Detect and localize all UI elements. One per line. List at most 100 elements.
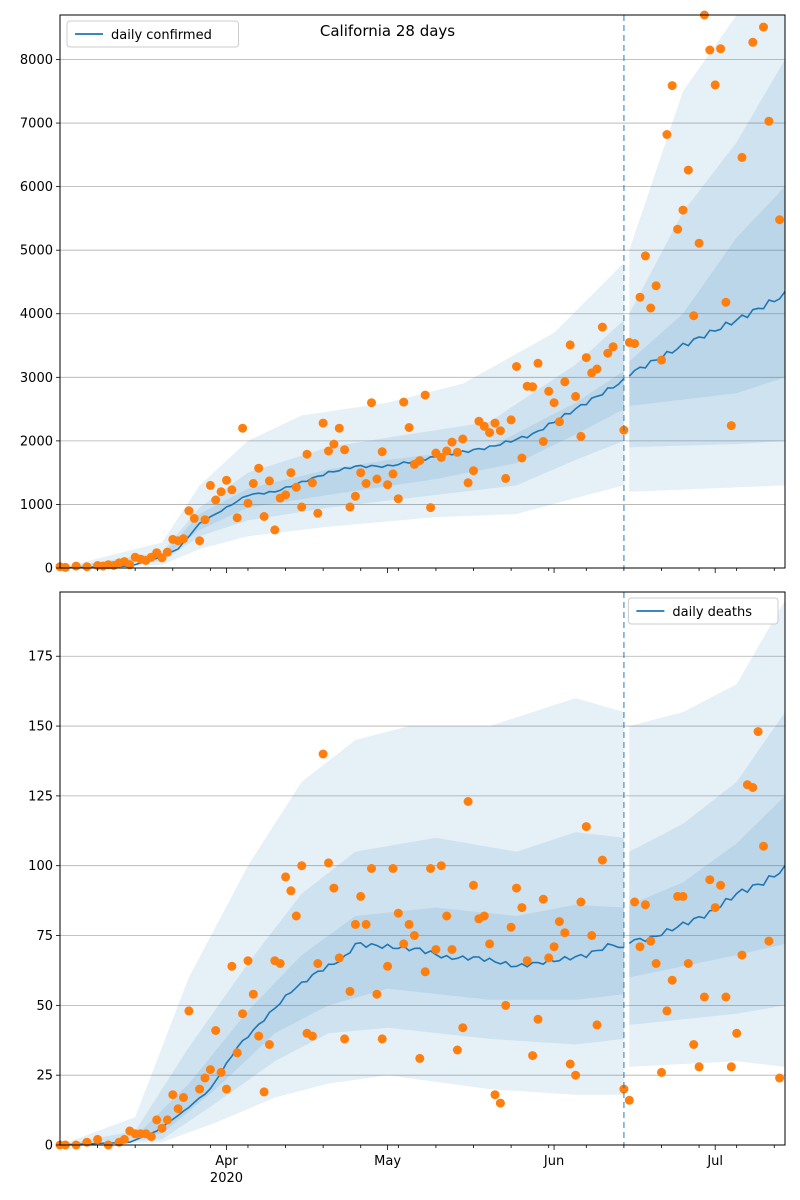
data-point [318,418,328,428]
data-point [592,1020,602,1030]
data-point [152,1115,162,1125]
data-point [694,1062,704,1072]
data-point [657,1067,666,1077]
data-point [667,81,677,91]
data-point [630,339,640,349]
confidence-band-inner [629,795,785,978]
data-point [238,423,248,433]
data-point [157,553,167,563]
data-point [222,1084,231,1094]
data-point [345,986,355,996]
data-point [651,959,661,968]
data-point [705,45,715,55]
data-point [775,215,785,225]
data-point [404,919,414,929]
data-point [683,165,693,175]
data-point [657,355,666,365]
data-point [624,1095,634,1105]
data-point [490,418,500,428]
data-point [495,426,505,436]
data-point [270,525,280,535]
data-point [560,377,570,387]
data-point [452,1045,462,1055]
data-point [442,911,452,921]
data-point [383,480,393,490]
data-point [383,961,393,971]
data-point [324,446,333,456]
data-point [597,322,607,332]
data-point [533,1014,543,1024]
data-point [318,749,328,759]
y-tick-label: 7000 [20,117,53,132]
data-point [254,1031,264,1041]
data-point [726,1062,736,1072]
confidence-band-outer [60,262,624,568]
data-point [721,992,731,1002]
data-point [264,476,274,486]
x-tick-label: May [374,1154,401,1169]
axes-frame [59,14,786,569]
data-point [248,479,258,488]
data-point [286,468,296,478]
data-point [689,1040,699,1049]
data-point [345,502,355,512]
data-point [146,1132,156,1142]
data-point [716,880,726,890]
data-point [705,875,715,885]
data-point [635,292,645,302]
data-point [227,485,237,495]
data-point [340,445,350,455]
data-point [60,562,70,572]
data-point [538,437,548,446]
data-point [82,562,92,572]
confidence-band-middle [629,712,785,1025]
data-point [544,953,554,963]
data-point [458,434,468,444]
data-point [307,478,317,488]
data-point [630,897,640,907]
data-point [195,1084,205,1094]
legend-label: daily deaths [672,605,752,620]
data-point [753,727,763,737]
confidence-band-outer [629,15,785,492]
data-point [254,463,264,473]
data-point [281,872,291,882]
data-point [404,423,414,432]
y-tick-label: 4000 [20,307,53,322]
data-point [635,942,645,952]
deaths-chart-panel: 0 25 50 75 100 125 150 175 Apr 2020 May Jun Jul daily… [28,591,786,1186]
data-point [71,561,81,571]
data-point [640,251,650,261]
axes-frame [59,591,786,1146]
legend: daily deaths [627,597,779,625]
data-point [458,1023,468,1033]
data-point [646,936,656,946]
data-point [554,917,564,927]
data-point [721,297,731,307]
data-point [259,1087,269,1097]
data-point [243,956,253,966]
data-point [597,855,607,865]
data-point [324,858,333,868]
data-point [565,1059,575,1069]
median-line [628,864,785,945]
data-point [222,475,231,485]
data-point [205,480,215,490]
x-tick-label: Jun [543,1154,564,1169]
data-point [259,512,269,521]
data-point [549,942,559,952]
data-point [485,939,495,949]
data-point [125,560,135,570]
data-point [544,386,554,396]
data-point [538,894,548,904]
data-point [211,1026,221,1035]
data-point [667,975,677,985]
data-point [399,397,409,407]
data-point [367,864,376,873]
data-point [447,945,457,954]
data-point [619,1084,629,1094]
data-point [119,1134,129,1144]
data-point [479,911,489,921]
data-point [195,536,205,546]
confidence-band-middle [60,832,624,1145]
